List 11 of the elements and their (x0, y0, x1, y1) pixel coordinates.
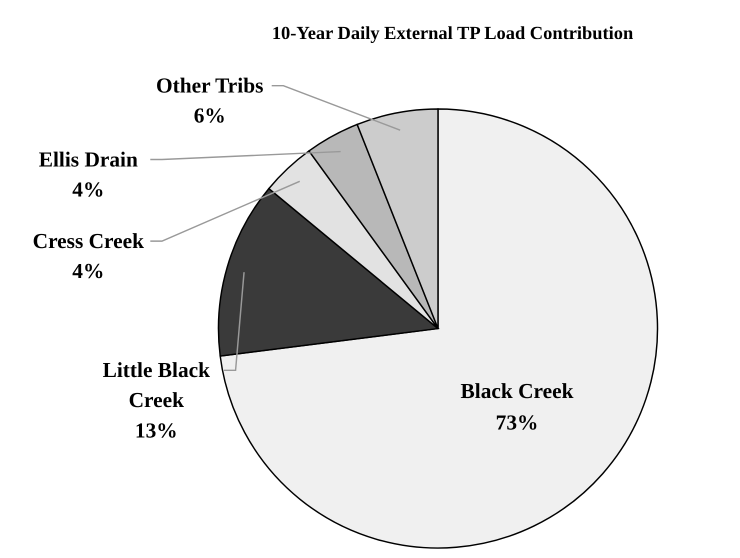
slice-label: Cress Creek (32, 228, 144, 253)
slice-label: Other Tribs (156, 74, 264, 98)
data-label: 4% (72, 177, 104, 202)
data-label: 13% (134, 418, 178, 442)
chart-title: 10-Year Daily External TP Load Contribution (272, 23, 634, 44)
slice-label: Black Creek (460, 379, 574, 404)
data-label: 4% (72, 259, 104, 284)
data-label: 6% (194, 104, 226, 128)
slice-label: Little Black Creek (102, 358, 210, 412)
slice-label: Ellis Drain (38, 147, 138, 172)
data-label: 73% (496, 410, 538, 434)
